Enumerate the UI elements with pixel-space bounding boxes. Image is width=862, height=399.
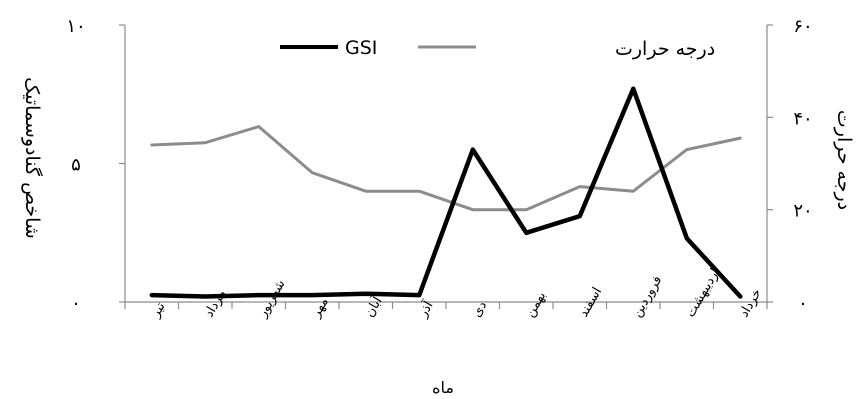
x-tick-label: شهریور [255,277,289,321]
x-tick-label: بهمن [523,289,550,320]
x-tick-label: آذر [413,297,437,321]
y-tick-label-right: ۰ [798,293,808,314]
series-line-gsi [149,86,743,299]
x-tick-label: تیر [148,299,169,320]
y-tick-label-right: ۴۰ [793,108,812,129]
y-axis-title-right: درجه حرارت [833,110,855,210]
x-tick-label: مرداد [202,287,230,320]
x-tick-label: فروردین [630,273,666,320]
series-lines [149,86,743,299]
x-axis-title: ماه [432,378,454,397]
legend-label-temperature: درجه حرارت [615,38,715,60]
x-tick-label: دی [469,298,490,320]
y-tick-label-right: ۶۰ [793,16,812,37]
y-tick-label-left: ۰ [71,293,81,314]
y-axis-title-left: شاخص گنادوسماتیک [21,77,44,239]
series-line-temperature [150,125,742,212]
axes: ۰ ۵ ۱۰ ۰ ۲۰ ۴۰ ۶۰ [66,16,812,314]
y-tick-label-left: ۵ [71,155,81,176]
legend-label-gsi: GSI [345,37,377,59]
x-tick-label: خرداد [737,286,765,320]
legend: GSI درجه حرارت [280,37,715,60]
x-tick-label: آبان [360,292,386,320]
x-tick-label: مهر [308,295,332,321]
y-tick-label-right: ۲۰ [793,201,812,222]
x-tick-label: اردیبهشت [683,266,723,320]
y-tick-label-left: ۱۰ [66,16,85,37]
